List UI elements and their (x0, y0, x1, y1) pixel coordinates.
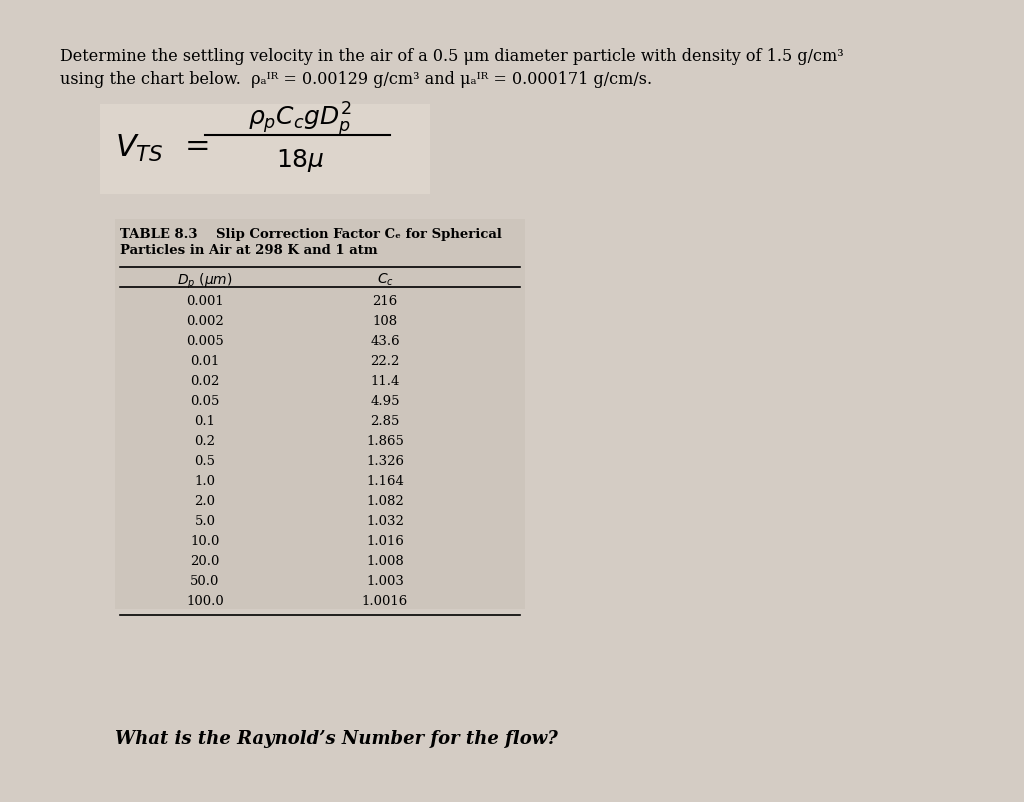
Text: TABLE 8.3    Slip Correction Factor Cₑ for Spherical: TABLE 8.3 Slip Correction Factor Cₑ for … (120, 228, 502, 241)
Text: 2.0: 2.0 (195, 495, 215, 508)
Text: 0.01: 0.01 (190, 355, 220, 368)
Text: 0.001: 0.001 (186, 295, 224, 308)
Text: $C_c$: $C_c$ (377, 272, 393, 288)
Text: $V_{TS}$: $V_{TS}$ (115, 132, 164, 164)
Text: Particles in Air at 298 K and 1 atm: Particles in Air at 298 K and 1 atm (120, 244, 378, 257)
Text: 0.5: 0.5 (195, 455, 215, 468)
Text: 1.032: 1.032 (366, 515, 403, 528)
Text: 0.005: 0.005 (186, 335, 224, 348)
Text: 108: 108 (373, 315, 397, 328)
Text: 100.0: 100.0 (186, 595, 224, 608)
Text: 11.4: 11.4 (371, 375, 399, 388)
Text: $D_p\ (\mu m)$: $D_p\ (\mu m)$ (177, 272, 232, 291)
Text: 1.164: 1.164 (366, 475, 403, 488)
Text: 10.0: 10.0 (190, 535, 220, 548)
Text: 1.008: 1.008 (367, 555, 403, 568)
Text: 1.326: 1.326 (366, 455, 404, 468)
Text: 20.0: 20.0 (190, 555, 220, 568)
Text: $18\mu$: $18\mu$ (275, 146, 325, 173)
Text: 4.95: 4.95 (371, 395, 399, 408)
Text: 2.85: 2.85 (371, 415, 399, 428)
Text: 0.05: 0.05 (190, 395, 220, 408)
Text: Determine the settling velocity in the air of a 0.5 μm diameter particle with de: Determine the settling velocity in the a… (60, 48, 844, 65)
Text: 1.0016: 1.0016 (361, 595, 409, 608)
Text: 1.016: 1.016 (366, 535, 403, 548)
Text: $\rho_p C_c g D_p^2$: $\rho_p C_c g D_p^2$ (248, 100, 352, 140)
Text: =: = (185, 132, 211, 164)
Text: 1.003: 1.003 (366, 575, 403, 588)
Text: 1.865: 1.865 (366, 435, 403, 448)
Text: 1.082: 1.082 (367, 495, 403, 508)
Text: using the chart below.  ρₐᴵᴿ = 0.00129 g/cm³ and μₐᴵᴿ = 0.000171 g/cm/s.: using the chart below. ρₐᴵᴿ = 0.00129 g/… (60, 71, 652, 88)
FancyBboxPatch shape (115, 220, 525, 610)
Text: 0.2: 0.2 (195, 435, 215, 448)
FancyBboxPatch shape (100, 105, 430, 195)
Text: 1.0: 1.0 (195, 475, 215, 488)
Text: 43.6: 43.6 (371, 335, 399, 348)
Text: What is the Raynold’s Number for the flow?: What is the Raynold’s Number for the flo… (115, 729, 558, 747)
Text: 0.1: 0.1 (195, 415, 215, 428)
Text: 5.0: 5.0 (195, 515, 215, 528)
Text: 0.002: 0.002 (186, 315, 224, 328)
Text: 22.2: 22.2 (371, 355, 399, 368)
Text: 50.0: 50.0 (190, 575, 220, 588)
Text: 0.02: 0.02 (190, 375, 220, 388)
Text: 216: 216 (373, 295, 397, 308)
